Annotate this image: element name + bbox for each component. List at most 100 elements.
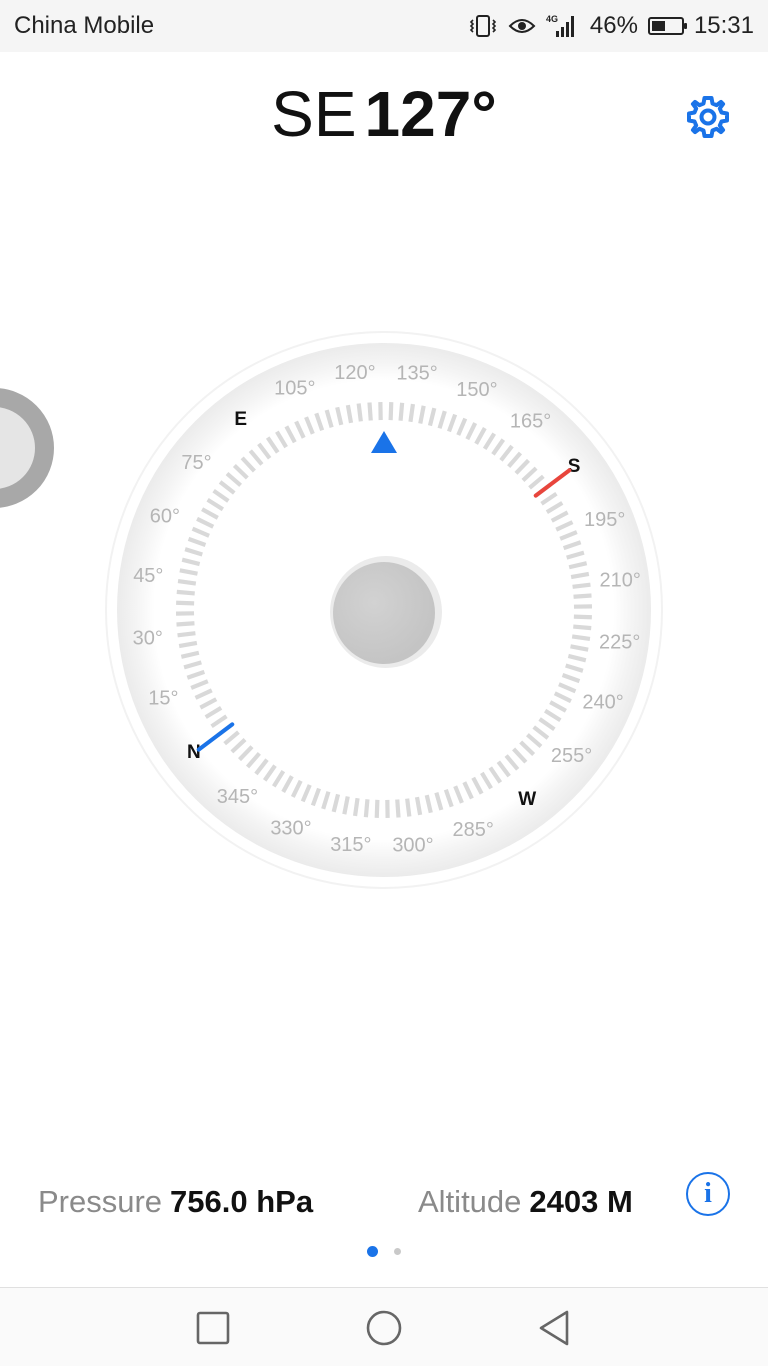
tick-mark	[446, 790, 452, 807]
degree-label: 60°	[150, 505, 180, 527]
tick-mark	[430, 408, 434, 425]
tick-mark	[573, 585, 591, 587]
tick-mark	[455, 786, 462, 803]
tick-mark	[259, 444, 270, 458]
tick-mark	[542, 494, 557, 504]
tick-mark	[277, 432, 286, 447]
south-needle	[536, 470, 570, 495]
recents-icon	[195, 1310, 231, 1346]
degree-label: 225°	[599, 631, 640, 653]
tick-mark	[316, 413, 322, 430]
tick-mark	[523, 468, 536, 480]
tick-mark	[323, 792, 328, 809]
tick-mark	[214, 491, 229, 501]
tick-mark	[180, 570, 198, 573]
home-button[interactable]	[364, 1308, 404, 1348]
page-dot[interactable]	[394, 1248, 401, 1255]
gear-icon	[685, 94, 731, 140]
page-dot-active[interactable]	[367, 1246, 378, 1257]
tick-mark	[485, 434, 495, 449]
tick-mark	[344, 797, 347, 815]
degree-label: 255°	[551, 745, 592, 767]
heading-indicator-triangle	[371, 431, 397, 453]
tick-mark	[206, 708, 221, 717]
degree-label: 240°	[582, 691, 623, 713]
tick-mark	[417, 797, 420, 815]
vibrate-icon	[468, 14, 498, 38]
back-button[interactable]	[535, 1308, 575, 1348]
dial-outer-rim	[106, 332, 662, 888]
altitude-label: Altitude	[418, 1184, 521, 1219]
tick-mark	[397, 800, 398, 818]
recents-button[interactable]	[193, 1308, 233, 1348]
tick-mark	[476, 428, 485, 444]
tick-mark	[427, 795, 431, 813]
tick-mark	[286, 426, 294, 442]
battery-percent: 46%	[590, 12, 638, 40]
center-hub-shadow	[330, 556, 442, 668]
tick-mark	[225, 732, 239, 744]
degree-label: 75°	[181, 452, 211, 474]
tick-mark	[410, 404, 413, 422]
tick-mark	[268, 438, 278, 453]
tick-mark	[555, 693, 571, 701]
pressure-value: 756.0 hPa	[170, 1184, 313, 1219]
tick-mark	[464, 782, 472, 798]
tick-mark	[436, 793, 441, 810]
tick-mark	[536, 485, 550, 496]
degree-labels: 15°30°45°60°75°105°120°135°150°165°195°2…	[133, 362, 641, 856]
cardinal-label-n: N	[187, 742, 201, 763]
tick-mark	[248, 753, 260, 767]
tick-mark	[208, 500, 223, 510]
tick-mark	[540, 719, 555, 729]
settings-button[interactable]	[684, 93, 732, 141]
tick-mark	[521, 742, 534, 755]
tick-mark	[509, 453, 521, 467]
cardinal-label-s: S	[568, 456, 581, 477]
heading-direction: SE	[271, 78, 356, 150]
tick-mark	[530, 476, 544, 488]
tick-mark	[265, 766, 275, 781]
tick-mark	[574, 595, 592, 596]
degree-label: 135°	[396, 363, 437, 385]
tick-mark	[296, 421, 304, 437]
status-bar: China Mobile 4G 46% 15:	[0, 0, 768, 52]
tick-mark	[420, 406, 423, 424]
tick-mark	[212, 716, 227, 726]
degree-label: 150°	[456, 379, 497, 401]
degree-label: 210°	[600, 569, 641, 591]
tick-mark	[516, 460, 529, 473]
degree-label: 30°	[133, 627, 163, 649]
tick-mark	[184, 662, 201, 667]
tick-mark	[568, 656, 585, 660]
eye-icon	[508, 16, 536, 36]
tick-mark	[274, 771, 284, 786]
degree-label: 105°	[274, 378, 315, 400]
tick-mark	[327, 410, 332, 427]
info-icon: i	[704, 1178, 712, 1210]
degree-label: 285°	[452, 819, 493, 841]
degree-label: 300°	[392, 835, 433, 857]
tick-mark	[564, 542, 581, 548]
tick-mark	[482, 773, 491, 788]
degree-label: 45°	[133, 565, 163, 587]
degree-label: 15°	[148, 687, 178, 709]
tick-mark	[567, 553, 584, 558]
tick-mark	[440, 411, 445, 428]
needle-marks	[199, 470, 570, 749]
info-button[interactable]: i	[686, 1172, 730, 1216]
tick-mark	[569, 563, 587, 567]
tick-mark	[498, 762, 509, 776]
center-hub	[333, 562, 435, 664]
cardinal-label-e: E	[234, 409, 247, 430]
heading-degrees: 127°	[365, 78, 497, 150]
degree-label: 330°	[270, 817, 311, 839]
status-icons: 4G 46% 15:31	[468, 12, 754, 40]
tick-mark	[337, 407, 341, 425]
tick-mark	[467, 423, 475, 439]
tick-mark	[473, 778, 481, 794]
tick-mark	[377, 800, 378, 818]
clock: 15:31	[694, 12, 754, 40]
